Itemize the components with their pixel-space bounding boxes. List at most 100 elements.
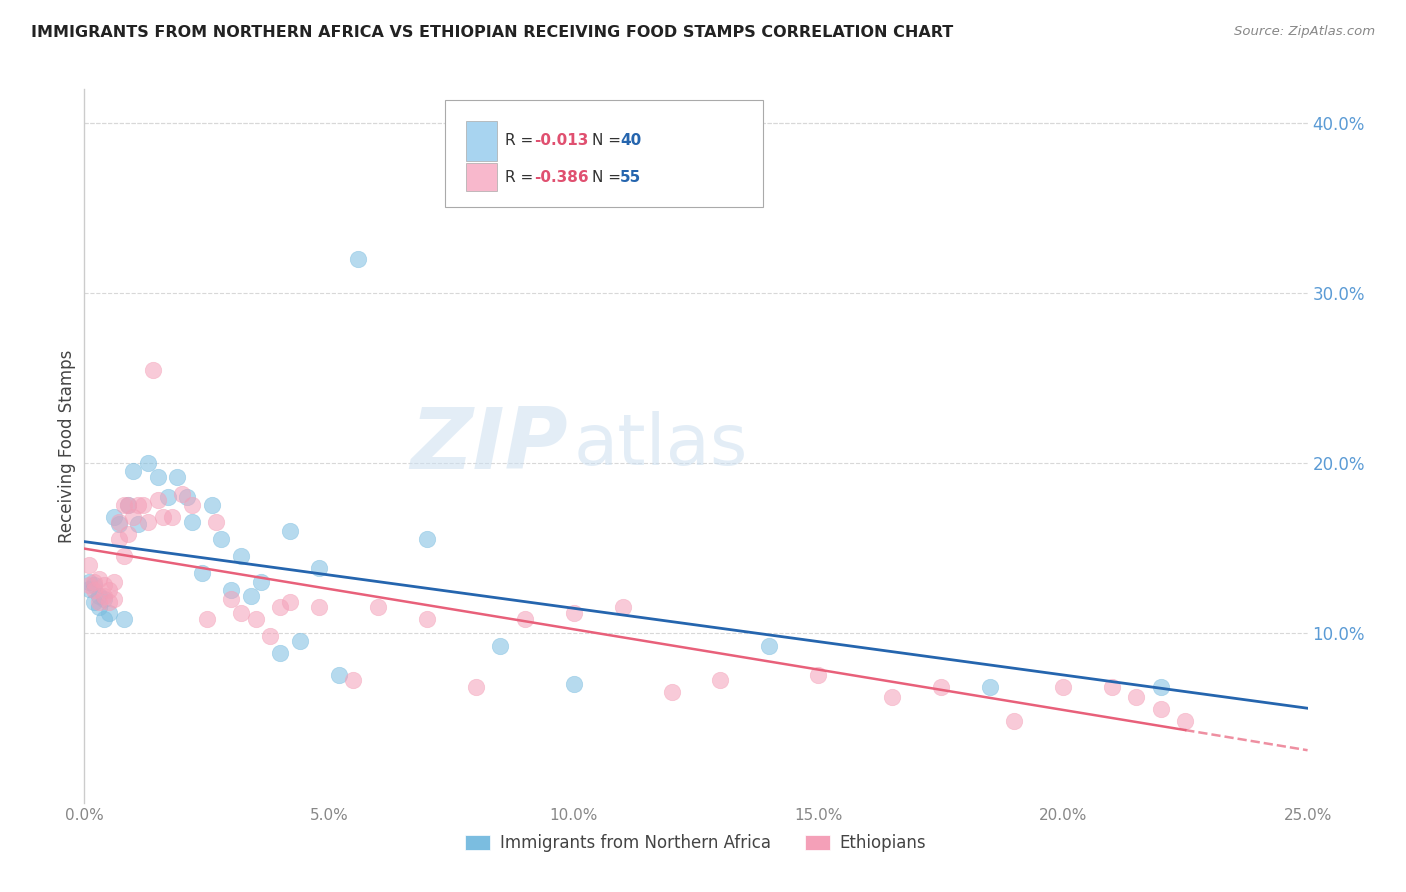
Point: [152, 510, 174, 524]
Point: [87, 595, 110, 609]
Point: [107, 517, 129, 532]
Point: [195, 612, 218, 626]
Y-axis label: Receiving Food Stamps: Receiving Food Stamps: [58, 350, 76, 542]
Point: [249, 574, 271, 589]
Point: [209, 533, 232, 547]
Point: [146, 493, 169, 508]
Point: [1150, 680, 1173, 694]
Point: [219, 591, 242, 606]
Point: [807, 668, 830, 682]
Point: [269, 600, 291, 615]
FancyBboxPatch shape: [465, 121, 496, 161]
Point: [342, 673, 364, 688]
Point: [93, 589, 115, 603]
Point: [127, 499, 149, 513]
Point: [979, 680, 1001, 694]
Point: [117, 499, 139, 513]
Text: atlas: atlas: [574, 411, 748, 481]
Point: [347, 252, 370, 266]
Point: [156, 490, 179, 504]
Point: [122, 510, 145, 524]
Point: [229, 606, 252, 620]
Point: [191, 566, 214, 581]
Point: [416, 533, 439, 547]
Point: [103, 591, 125, 606]
Text: R =: R =: [505, 133, 538, 148]
Point: [259, 629, 281, 643]
Point: [176, 490, 198, 504]
Point: [269, 646, 291, 660]
Point: [107, 516, 129, 530]
Point: [136, 516, 159, 530]
Point: [112, 549, 135, 564]
Point: [117, 499, 139, 513]
Point: [93, 578, 115, 592]
Point: [142, 362, 165, 376]
Point: [112, 612, 135, 626]
Point: [112, 499, 135, 513]
Point: [661, 685, 683, 699]
Point: [93, 612, 115, 626]
Legend: Immigrants from Northern Africa, Ethiopians: Immigrants from Northern Africa, Ethiopi…: [458, 828, 934, 859]
Point: [416, 612, 439, 626]
Point: [146, 469, 169, 483]
Point: [77, 558, 100, 572]
Point: [83, 595, 105, 609]
Point: [219, 583, 242, 598]
Point: [239, 589, 262, 603]
Point: [172, 486, 194, 500]
Text: -0.386: -0.386: [534, 170, 589, 186]
Text: -0.013: -0.013: [534, 133, 589, 148]
Point: [1052, 680, 1074, 694]
Point: [245, 612, 267, 626]
Point: [122, 465, 145, 479]
Point: [308, 561, 330, 575]
Point: [103, 574, 125, 589]
Point: [162, 510, 184, 524]
Point: [181, 516, 204, 530]
Point: [181, 499, 204, 513]
FancyBboxPatch shape: [465, 163, 496, 191]
Point: [87, 572, 110, 586]
Point: [308, 600, 330, 615]
Point: [103, 510, 125, 524]
Point: [1101, 680, 1123, 694]
Point: [200, 499, 222, 513]
Point: [278, 524, 301, 538]
Point: [880, 690, 903, 705]
Point: [278, 595, 301, 609]
Point: [107, 533, 129, 547]
Text: N =: N =: [592, 133, 626, 148]
Point: [97, 595, 120, 609]
Point: [1150, 702, 1173, 716]
Point: [929, 680, 952, 694]
Point: [513, 612, 536, 626]
Text: IMMIGRANTS FROM NORTHERN AFRICA VS ETHIOPIAN RECEIVING FOOD STAMPS CORRELATION C: IMMIGRANTS FROM NORTHERN AFRICA VS ETHIO…: [31, 25, 953, 40]
Point: [367, 600, 389, 615]
Point: [489, 640, 512, 654]
FancyBboxPatch shape: [446, 100, 763, 207]
Point: [288, 634, 311, 648]
Point: [93, 591, 115, 606]
Point: [205, 516, 228, 530]
Point: [117, 527, 139, 541]
Point: [328, 668, 350, 682]
Text: 55: 55: [620, 170, 641, 186]
Text: 40: 40: [620, 133, 641, 148]
Point: [229, 549, 252, 564]
Point: [1174, 714, 1197, 729]
Point: [612, 600, 634, 615]
Point: [87, 589, 110, 603]
Point: [758, 640, 780, 654]
Point: [1125, 690, 1147, 705]
Text: ZIP: ZIP: [411, 404, 568, 488]
Point: [83, 574, 105, 589]
Point: [166, 469, 188, 483]
Point: [87, 600, 110, 615]
Point: [1002, 714, 1025, 729]
Point: [709, 673, 731, 688]
Point: [136, 456, 159, 470]
Text: R =: R =: [505, 170, 538, 186]
Point: [77, 578, 100, 592]
Point: [97, 606, 120, 620]
